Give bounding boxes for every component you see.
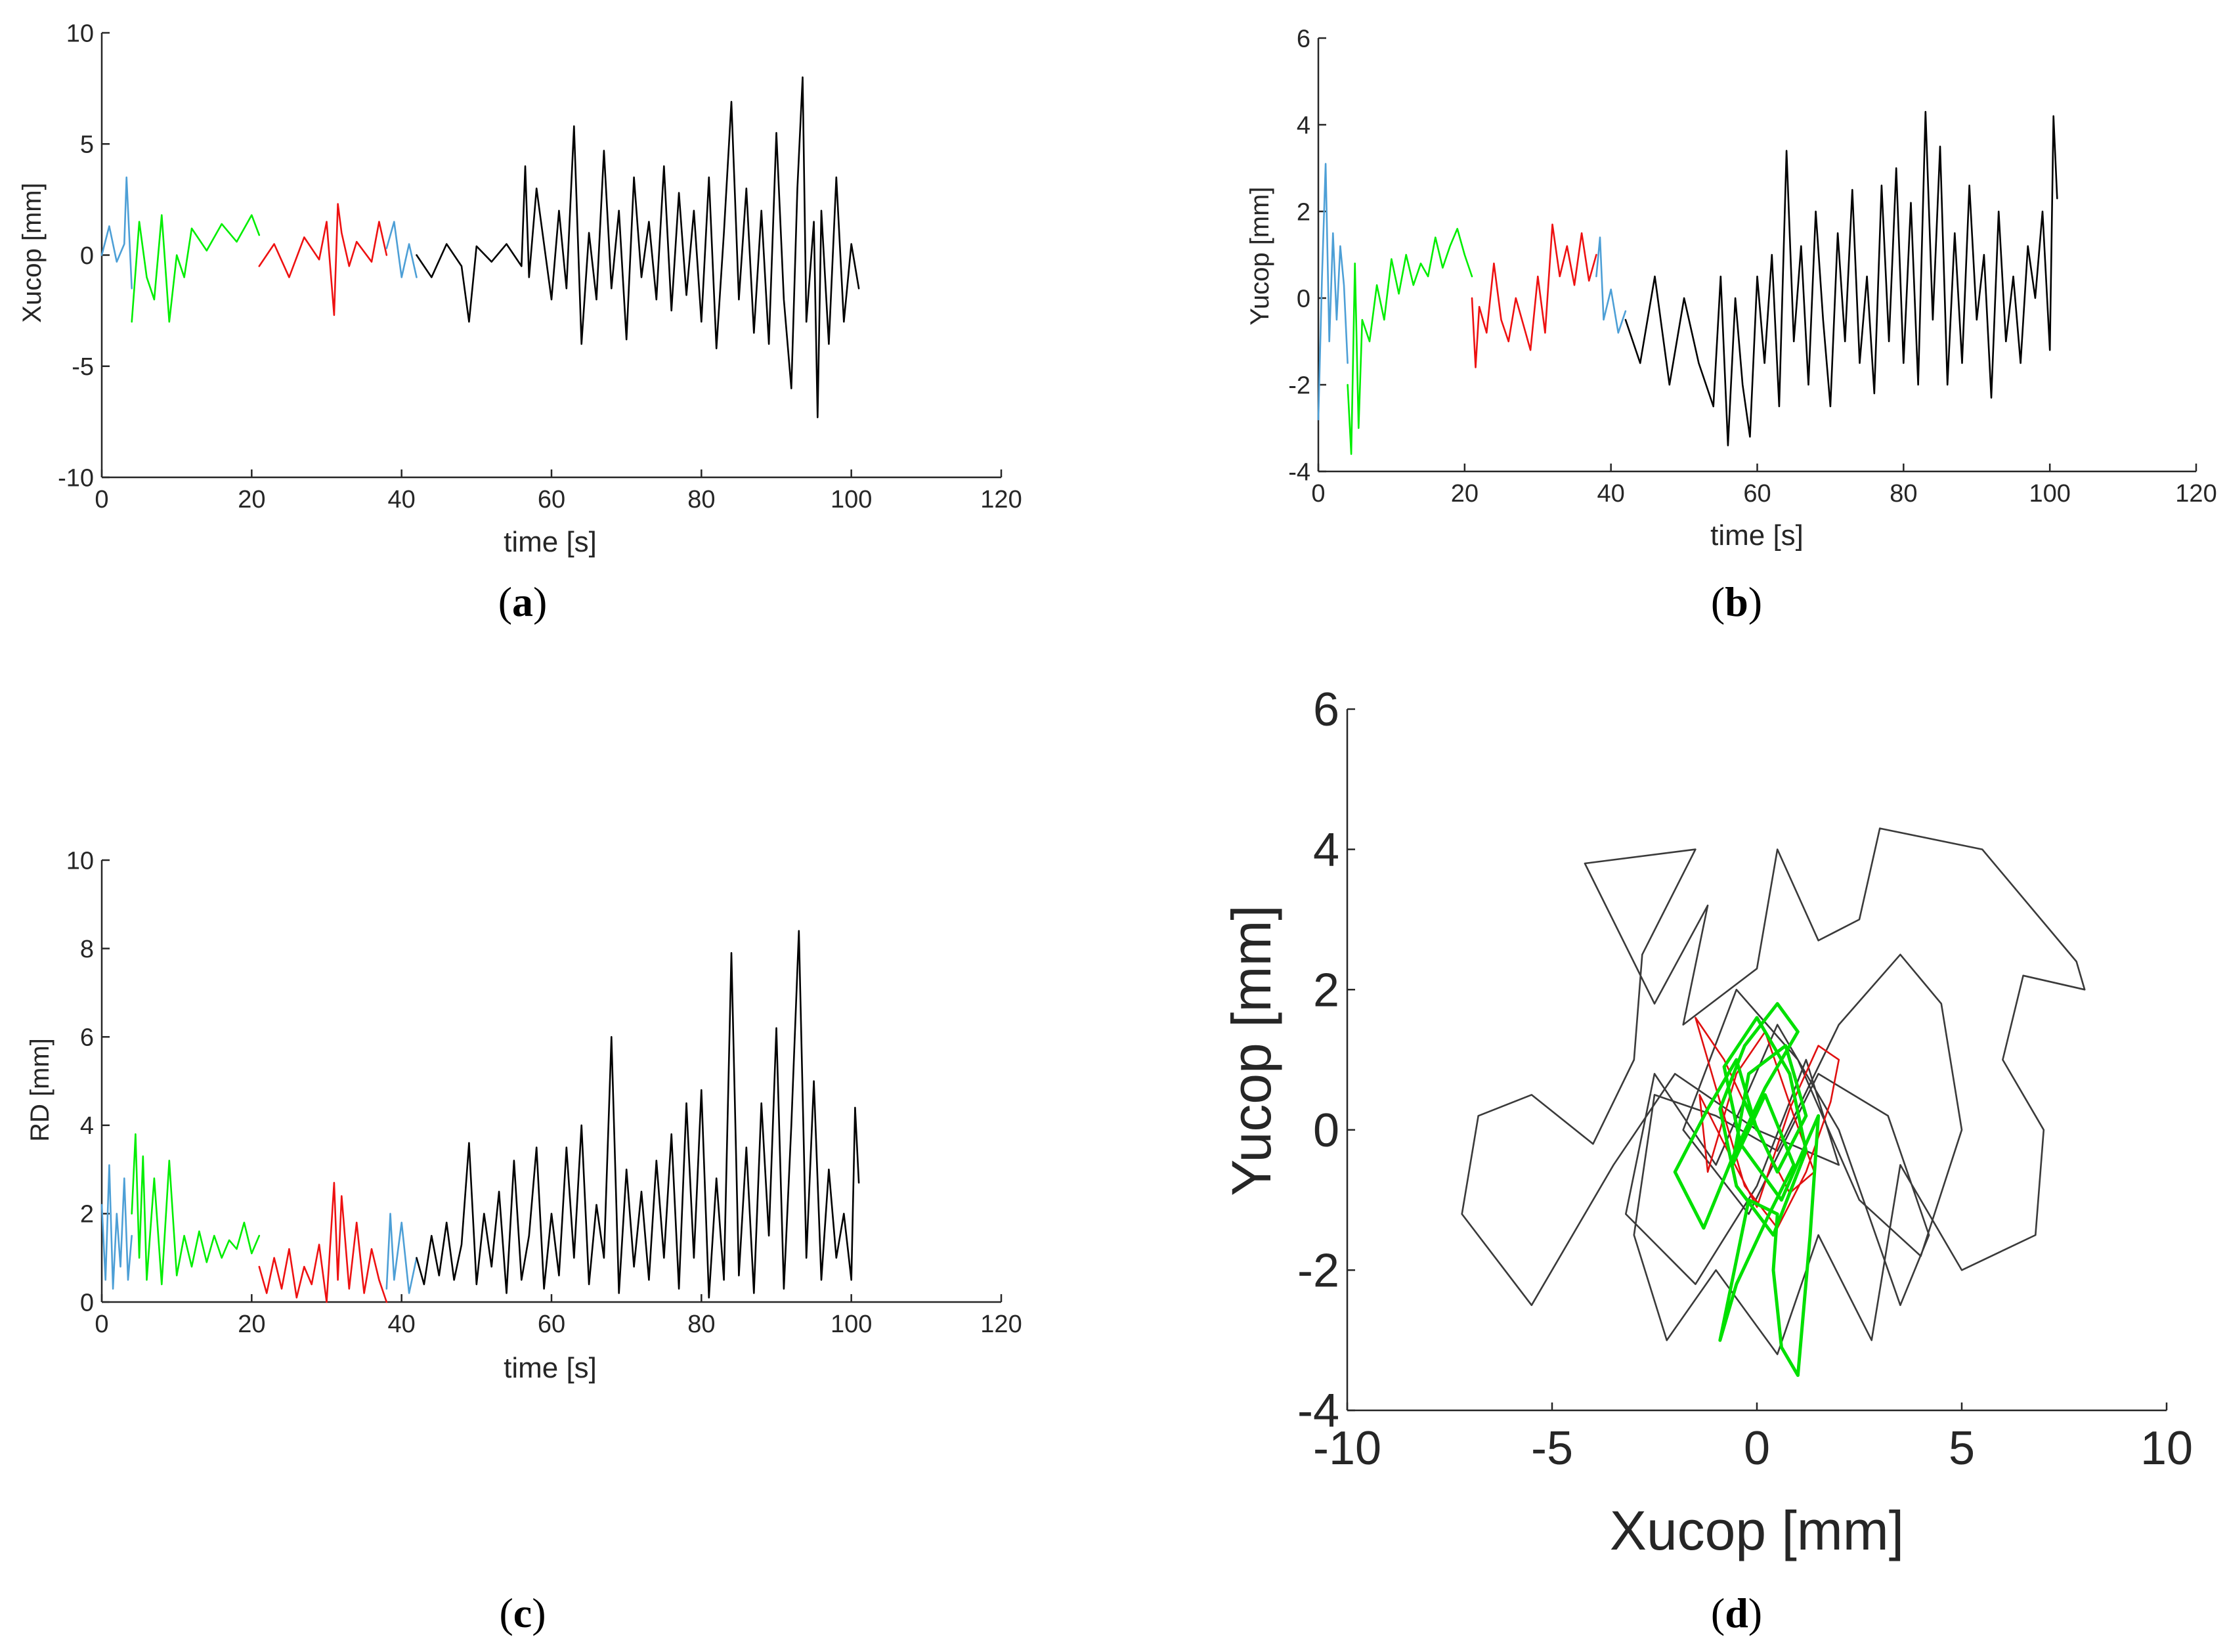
panel-c-caption-letter: c xyxy=(513,1590,532,1636)
panel-b-series-phase4 xyxy=(1595,236,1627,334)
panel-d-x-tick-label: -10 xyxy=(1313,1422,1381,1475)
panel-a-x-tick-label: 0 xyxy=(95,486,108,513)
panel-c-y-tick-label: 0 xyxy=(80,1289,94,1316)
panel-b-x-tick-label: 60 xyxy=(1743,480,1771,508)
panel-a-ylabel: Xucop [mm] xyxy=(18,183,47,322)
panel-b-series-phase2 xyxy=(1347,228,1473,455)
panel-c-series-phase5 xyxy=(416,930,860,1299)
panel-c-series-phase2 xyxy=(131,1133,261,1286)
panel-d-y-tick-label: 2 xyxy=(1313,964,1339,1016)
panel-d-y-tick-label: -2 xyxy=(1297,1245,1339,1297)
panel-b-x-tick-label: 20 xyxy=(1451,480,1479,508)
panel-a-series-phase2 xyxy=(131,214,261,323)
panel-c-y-tick-label: 6 xyxy=(80,1024,94,1052)
panel-d-x-tick-label: 10 xyxy=(2140,1422,2193,1475)
panel-b-x-tick-label: 120 xyxy=(2175,480,2216,508)
panel-b-series-phase5 xyxy=(1624,110,2058,446)
panel-c-x-tick-label: 100 xyxy=(831,1311,872,1338)
panel-b-ylabel: Yucop [mm] xyxy=(1245,186,1274,325)
panel-d-y-tick-label: 6 xyxy=(1313,684,1339,736)
panel-a-series-phase3 xyxy=(258,203,388,316)
panel-c-x-tick-label: 20 xyxy=(238,1311,265,1338)
panel-c-x-tick-label: 120 xyxy=(980,1311,1022,1338)
panel-a-caption: (a) xyxy=(498,578,548,625)
panel-b-caption-letter: b xyxy=(1725,578,1748,625)
panel-c-y-tick-label: 8 xyxy=(80,936,94,963)
panel-d-x-tick-label: 5 xyxy=(1949,1422,1975,1475)
panel-a-x-tick-label: 60 xyxy=(538,486,565,513)
panel-a-xlabel: time [s] xyxy=(504,526,597,558)
panel-c-x-tick-label: 0 xyxy=(95,1311,108,1338)
panel-c-series-phase3 xyxy=(258,1182,388,1303)
panel-d-x-tick-label: -5 xyxy=(1531,1422,1573,1475)
panel-b-series-phase1 xyxy=(1317,163,1349,421)
panel-b-x-tick-label: 80 xyxy=(1890,480,1917,508)
panel-b-x-tick-label: 0 xyxy=(1311,480,1325,508)
panel-a-y-tick-label: -10 xyxy=(58,464,94,492)
panel-b-y-tick-label: 6 xyxy=(1297,25,1310,53)
panel-c-xlabel: time [s] xyxy=(504,1352,597,1384)
panel-d-series-red xyxy=(1695,1016,1840,1229)
panel-b-y-tick-label: 2 xyxy=(1297,198,1310,226)
panel-d-series-green xyxy=(1673,1002,1821,1378)
panel-a-y-tick-label: 5 xyxy=(80,131,94,159)
panel-c-x-tick-label: 60 xyxy=(538,1311,565,1338)
panel-c-y-tick-label: 2 xyxy=(80,1201,94,1228)
panel-a: 0 20 40 60 80 100 120 -10 -5 0 5 10 Xucop [mm] time… xyxy=(18,20,1022,625)
panel-b-caption: (b) xyxy=(1711,578,1762,625)
panel-a-plot-area: 0 20 40 60 80 100 120 -10 -5 0 5 10 xyxy=(58,20,1022,513)
panel-c-x-tick-label: 80 xyxy=(687,1311,715,1338)
panel-d-x-tick-label: 0 xyxy=(1744,1422,1770,1475)
panel-c-plot-area: 0 20 40 60 80 100 120 0 2 4 6 8 10 xyxy=(66,847,1022,1338)
panel-a-y-tick-label: -5 xyxy=(72,353,94,381)
panel-b-plot-area: 0 20 40 60 80 100 120 -4 -2 0 2 4 6 xyxy=(1288,25,2217,508)
panel-a-y-tick-label: 0 xyxy=(80,242,94,270)
panel-c-ylabel: RD [mm] xyxy=(26,1038,54,1142)
panel-b: 0 20 40 60 80 100 120 -4 -2 0 2 4 6 Yucop [mm] time … xyxy=(1245,25,2217,625)
panel-a-caption-letter: a xyxy=(512,578,533,625)
panel-c-caption: (c) xyxy=(499,1590,546,1636)
panel-a-series-phase4 xyxy=(385,221,418,278)
panel-d-xlabel: Xucop [mm] xyxy=(1610,1500,1904,1561)
panel-d-caption: (d) xyxy=(1711,1590,1762,1636)
panel-c-series-phase4 xyxy=(385,1213,418,1294)
panel-b-y-tick-label: -2 xyxy=(1288,372,1310,399)
panel-c-y-tick-label: 10 xyxy=(66,847,94,875)
panel-b-y-tick-label: -4 xyxy=(1288,458,1310,486)
panel-c-y-tick-label: 4 xyxy=(80,1112,94,1140)
panel-a-series-phase5 xyxy=(416,76,860,418)
panel-d-caption-letter: d xyxy=(1725,1590,1748,1636)
panel-b-x-tick-label: 40 xyxy=(1597,480,1625,508)
panel-c-series-phase1 xyxy=(100,1164,133,1290)
panel-a-series-phase1 xyxy=(100,176,133,290)
panel-b-y-tick-label: 0 xyxy=(1297,285,1310,313)
panel-a-y-tick-label: 10 xyxy=(66,20,94,47)
panel-d-series-black xyxy=(1461,827,2086,1355)
panel-a-x-tick-label: 100 xyxy=(831,486,872,513)
panel-d-y-tick-label: -4 xyxy=(1297,1385,1339,1437)
panel-d-plot-area: -10 -5 0 5 10 -4 -2 0 2 4 6 xyxy=(1297,684,2193,1475)
panel-b-series-phase3 xyxy=(1471,223,1597,368)
panel-a-x-tick-label: 20 xyxy=(238,486,265,513)
panel-b-y-tick-label: 4 xyxy=(1297,112,1310,139)
panel-a-x-tick-label: 80 xyxy=(687,486,715,513)
panel-d-y-tick-label: 4 xyxy=(1313,824,1339,877)
panel-b-x-tick-label: 100 xyxy=(2029,480,2070,508)
panel-d-ylabel: Yucop [mm] xyxy=(1221,905,1282,1196)
panel-b-xlabel: time [s] xyxy=(1710,519,1804,552)
panel-d-y-tick-label: 0 xyxy=(1313,1104,1339,1157)
panel-c-x-tick-label: 40 xyxy=(388,1311,416,1338)
panel-a-x-tick-label: 120 xyxy=(980,486,1022,513)
panel-a-x-tick-label: 40 xyxy=(388,486,416,513)
